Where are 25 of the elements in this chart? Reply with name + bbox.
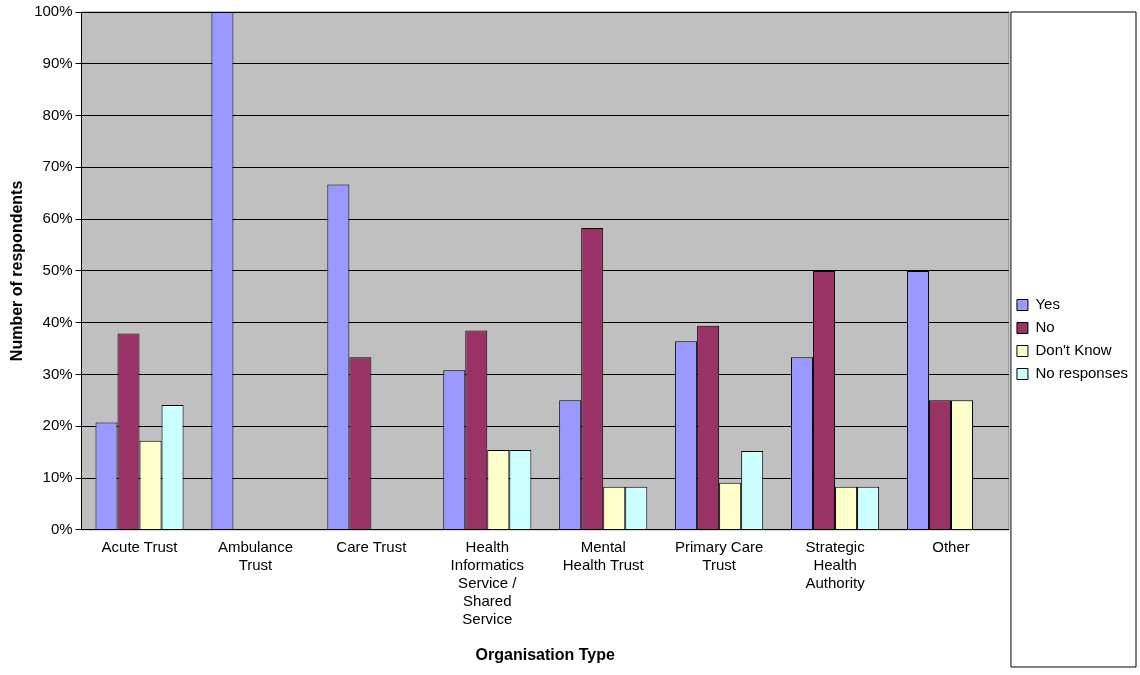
y-tick-label: 70%	[42, 157, 73, 175]
y-tick-label: 80%	[42, 105, 73, 123]
y-tick-label: 10%	[42, 468, 73, 486]
x-axis-title: Organisation Type	[475, 645, 615, 663]
legend-label: No responses	[1035, 364, 1129, 382]
y-tick-label: 90%	[42, 53, 73, 71]
y-tick-label: 50%	[42, 261, 73, 279]
x-tick-label: Care Trust	[336, 537, 408, 555]
x-tick-label: Ambulance Trust	[217, 537, 293, 573]
y-tick-label: 60%	[42, 209, 73, 227]
x-tick-label: Mental Health Trust	[562, 537, 645, 573]
x-tick-label: Strategic Health Authority	[805, 537, 866, 591]
x-tick-label: Primary Care Trust	[674, 537, 764, 573]
x-tick-label: Other	[932, 537, 970, 555]
legend-label: Don't Know	[1035, 341, 1112, 359]
legend-label: No	[1035, 318, 1055, 336]
x-tick-label: Acute Trust	[101, 537, 179, 555]
x-tick-label: Health Informatics Service / Shared Service	[450, 537, 524, 627]
y-tick-label: 20%	[42, 416, 73, 434]
y-tick-label: 30%	[42, 364, 73, 382]
legend-label: Yes	[1035, 295, 1060, 313]
y-tick-label: 0%	[50, 519, 73, 537]
y-tick-label: 100%	[34, 2, 73, 20]
y-tick-label: 40%	[42, 312, 73, 330]
y-axis-title: Number of respondents	[8, 180, 26, 362]
